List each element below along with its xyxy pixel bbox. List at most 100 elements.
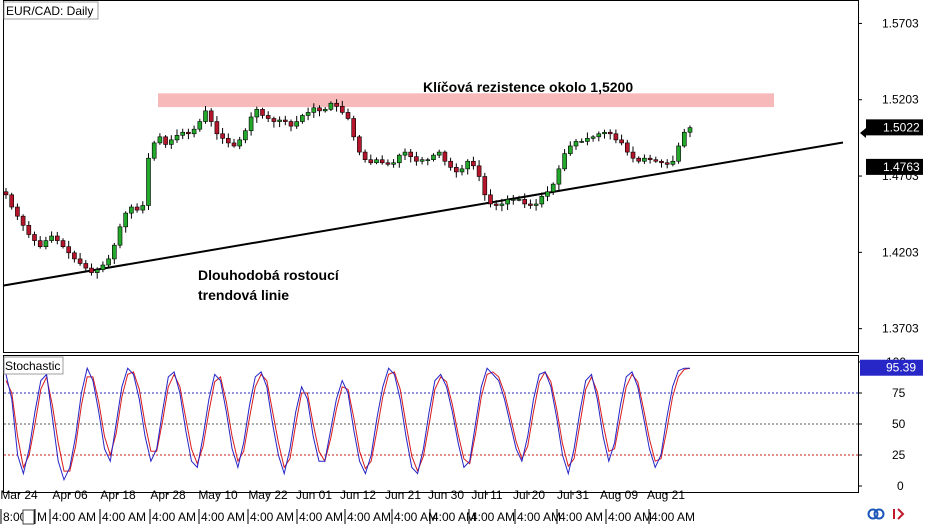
candle-body — [151, 142, 157, 159]
candle-body — [476, 165, 482, 177]
candle-body — [414, 156, 419, 162]
candle-body — [89, 267, 94, 273]
candle-body — [453, 167, 459, 173]
candle-body — [66, 246, 71, 254]
candle-body — [294, 121, 300, 127]
candle-body — [459, 168, 465, 173]
candle-body — [191, 128, 197, 135]
candle-body — [146, 157, 151, 206]
link-icon[interactable] — [867, 508, 885, 520]
candle-body — [681, 131, 687, 147]
candle-body — [442, 151, 448, 162]
candle-body — [43, 240, 49, 248]
candle-body — [408, 151, 414, 157]
candle-body — [271, 118, 277, 122]
stochastic-k-line — [5, 366, 690, 482]
candle-body — [653, 159, 659, 162]
trendline-price-box — [866, 158, 923, 175]
time-label: 4:00 AM — [347, 510, 391, 524]
price-tick-label: 1.3703 — [882, 322, 919, 336]
symbol-title-box — [3, 1, 99, 20]
candle-body — [391, 162, 396, 165]
candle-body — [72, 252, 77, 260]
candle-body — [687, 127, 693, 133]
candle-body — [305, 112, 311, 116]
candle-body — [203, 110, 208, 122]
candle-body — [322, 109, 328, 112]
candle-body — [100, 264, 106, 270]
stochastic-current-label: 95.39 — [886, 361, 916, 375]
candle-body — [448, 160, 453, 168]
candle-body — [163, 136, 168, 145]
candle-body — [140, 205, 146, 211]
candle-body — [676, 145, 681, 162]
candle-body — [300, 115, 305, 122]
candle-body — [533, 203, 539, 206]
candle-body — [169, 139, 174, 145]
candle-body — [493, 203, 499, 206]
candle-body — [26, 225, 32, 235]
candle-body — [636, 157, 642, 162]
candle-body — [345, 112, 351, 119]
time-label: 8:00 — [3, 510, 27, 524]
trendline-label-line2: trendová linie — [198, 287, 289, 303]
candle-body — [402, 151, 408, 156]
candle-body — [186, 131, 191, 135]
toolbar-icons — [867, 508, 905, 520]
candle-body — [607, 131, 613, 135]
stochastic-tick-label: 0 — [897, 479, 904, 493]
candle-body — [368, 159, 374, 164]
candle-body — [664, 162, 670, 165]
candle-body — [174, 134, 180, 141]
bottom-toolbar — [866, 505, 916, 523]
candle-body — [499, 203, 505, 206]
time-label: 4:00 AM — [394, 510, 438, 524]
candle-body — [585, 138, 590, 142]
candle-body — [157, 136, 163, 144]
candle-body — [351, 118, 357, 138]
candle-body — [254, 109, 260, 118]
candle-body — [32, 234, 37, 241]
time-label: 4:00 AM — [250, 510, 294, 524]
candle-body — [265, 115, 271, 119]
candle-body — [220, 133, 225, 139]
resistance-label: Klíčová rezistence okolo 1,5200 — [423, 79, 633, 95]
price-tick-label: 1.5703 — [882, 16, 919, 30]
candle-body — [396, 154, 402, 164]
time-label: 4:00 AM — [201, 510, 245, 524]
candle-body — [596, 133, 602, 138]
candle-body — [550, 183, 556, 193]
candle-body — [106, 258, 111, 266]
candles-layer — [3, 99, 693, 279]
candle-body — [311, 107, 317, 113]
time-label: 4:00 AM — [608, 510, 652, 524]
price-tick-label: 1.5203 — [882, 93, 919, 107]
time-label: 4:00 AM — [432, 510, 476, 524]
candle-body — [339, 106, 345, 113]
candle-body — [642, 157, 647, 162]
scroll-marker[interactable] — [22, 509, 35, 525]
candle-body — [288, 121, 294, 127]
candle-body — [602, 131, 607, 135]
candle-body — [539, 196, 545, 205]
candle-body — [510, 199, 516, 201]
candle-body — [647, 157, 653, 161]
candle-body — [49, 235, 54, 241]
candle-body — [277, 119, 282, 122]
candle-body — [522, 199, 528, 205]
stochastic-d-line — [5, 367, 691, 473]
candle-body — [180, 131, 185, 136]
candle-body — [83, 263, 89, 269]
stochastic-title: Stochastic — [5, 359, 60, 373]
candle-body — [357, 136, 362, 153]
current-price-marker — [860, 128, 866, 138]
autoscroll-icon[interactable] — [893, 508, 905, 520]
candle-body — [471, 160, 476, 167]
candle-body — [123, 212, 128, 228]
candle-body — [197, 121, 203, 130]
candle-body — [60, 240, 66, 248]
candle-body — [243, 130, 248, 141]
candle-body — [431, 154, 436, 161]
candle-body — [624, 142, 630, 153]
